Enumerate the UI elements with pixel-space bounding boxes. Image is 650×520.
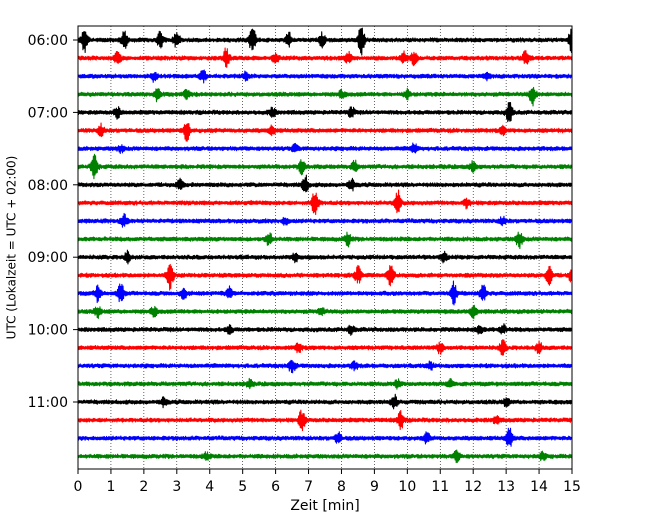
axis-ticks: 0 1 2 3 4 5 6 7 8 9 10 11 12 13 14 1506:0007:0008:0009:… — [28, 33, 581, 495]
x-tick-label: 15 — [563, 479, 581, 495]
trace-0730 — [77, 142, 573, 155]
x-tick-label: 3 — [172, 479, 181, 495]
y-tick-label: 09:00 — [28, 250, 68, 266]
x-tick-label: 5 — [238, 479, 247, 495]
trace-0630 — [77, 69, 573, 84]
trace-1045 — [77, 377, 573, 390]
trace-0615 — [77, 47, 573, 68]
trace-0945 — [77, 304, 573, 320]
trace-1130 — [77, 427, 573, 447]
x-tick-label: 8 — [337, 479, 346, 495]
trace-1015 — [77, 339, 573, 356]
plot-frame — [77, 25, 573, 470]
x-tick-label: 2 — [139, 479, 148, 495]
trace-group — [77, 27, 573, 464]
trace-0715 — [77, 122, 573, 142]
trace-1145 — [77, 449, 573, 464]
x-tick-label: 9 — [370, 479, 379, 495]
trace-0830 — [77, 212, 573, 228]
x-axis-label: Zeit [min] — [290, 498, 359, 514]
x-tick-label: 6 — [271, 479, 280, 495]
x-tick-label: 7 — [304, 479, 313, 495]
trace-1115 — [77, 409, 573, 432]
y-tick-label: 10:00 — [28, 323, 68, 339]
trace-0700 — [77, 101, 573, 123]
trace-0645 — [77, 86, 573, 107]
x-tick-label: 10 — [398, 479, 416, 495]
trace-1000 — [77, 323, 573, 336]
trace-0815 — [77, 189, 573, 216]
trace-0930 — [77, 280, 573, 306]
y-tick-label: 08:00 — [28, 178, 68, 194]
trace-0915 — [77, 263, 573, 291]
trace-0800 — [77, 174, 573, 193]
x-tick-label: 12 — [464, 479, 482, 495]
trace-0900 — [77, 249, 573, 265]
y-tick-label: 07:00 — [28, 105, 68, 121]
x-tick-label: 14 — [530, 479, 548, 495]
x-tick-label: 0 — [74, 479, 83, 495]
trace-1030 — [77, 359, 573, 374]
trace-1100 — [77, 393, 573, 410]
x-tick-label: 1 — [106, 479, 115, 495]
y-tick-label: 06:00 — [28, 33, 68, 49]
x-tick-label: 13 — [497, 479, 515, 495]
y-axis-label: UTC (Lokalzeit = UTC + 02:00) — [5, 156, 19, 340]
x-tick-label: 4 — [205, 479, 214, 495]
trace-0600 — [77, 27, 573, 56]
trace-0845 — [77, 231, 573, 250]
trace-0745 — [77, 153, 573, 180]
x-tick-label: 11 — [431, 479, 449, 495]
y-tick-label: 11:00 — [28, 395, 68, 411]
